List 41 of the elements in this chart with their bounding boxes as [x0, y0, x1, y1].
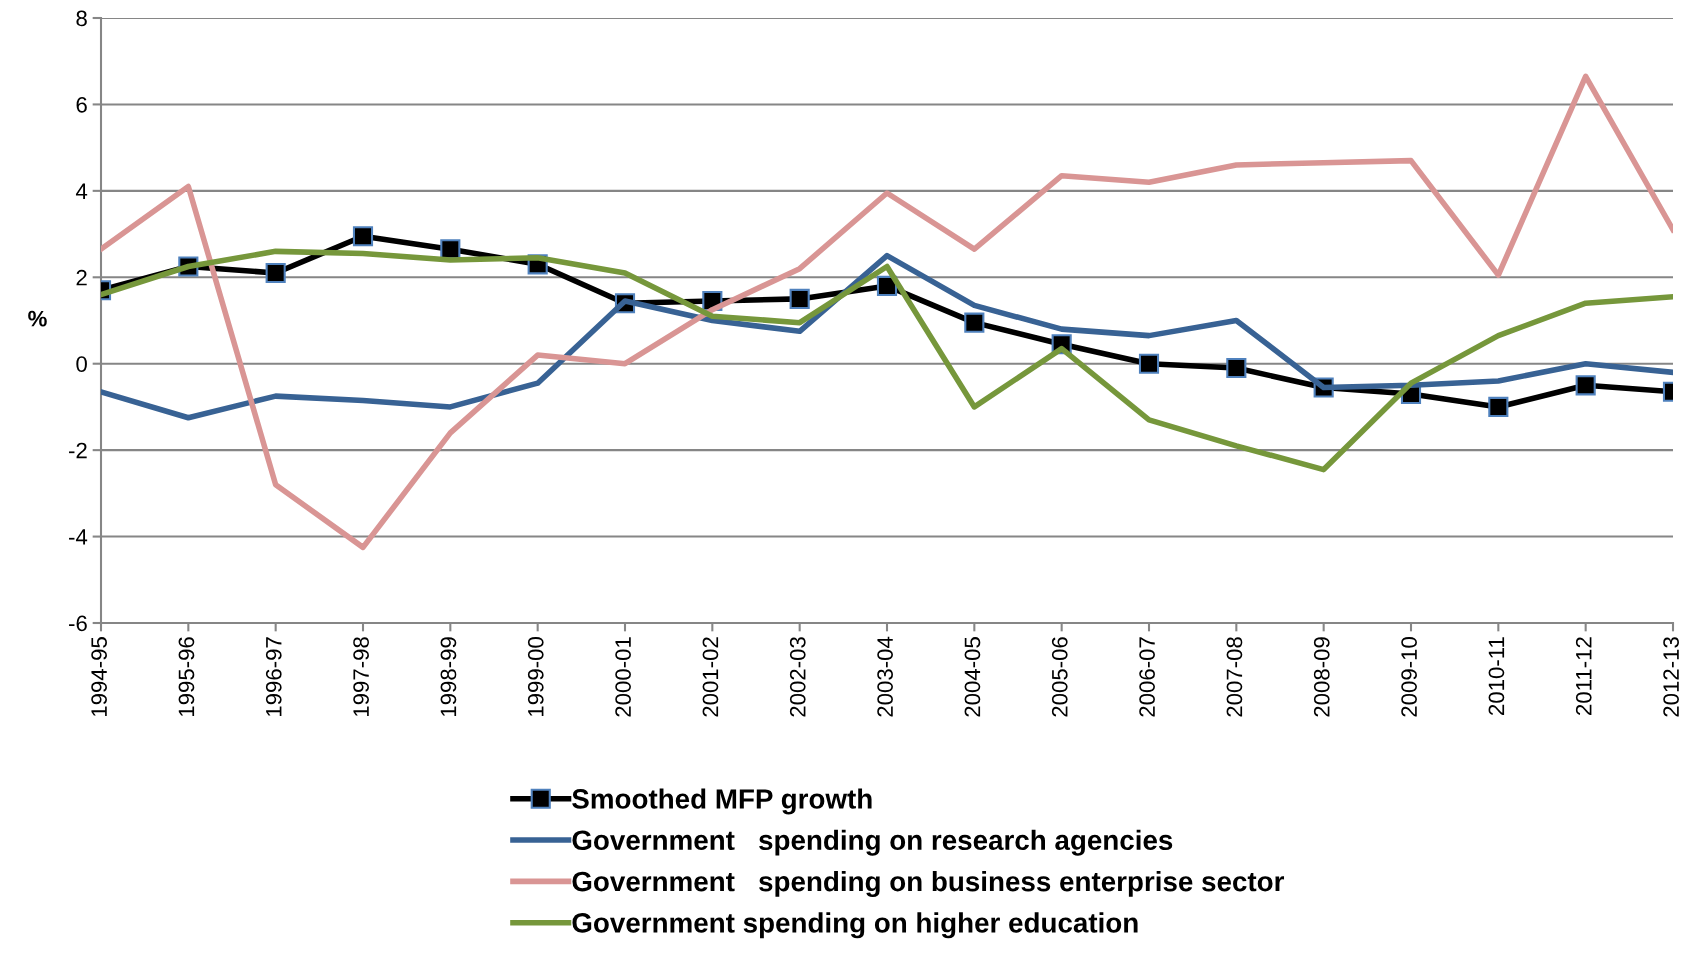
- x-tick-label: 2003-04: [877, 636, 893, 717]
- x-tick-label: 2009-10: [1401, 637, 1417, 717]
- x-tick-label: 2001-02: [702, 637, 719, 717]
- point: [964, 312, 985, 333]
- legend-label: Government spending on higher education: [572, 912, 1138, 939]
- x-tick-label: 2007-08: [1226, 637, 1243, 717]
- x-tick-label: 1997-98: [353, 637, 369, 717]
- y-tick-label: 0: [76, 356, 87, 372]
- point: [789, 288, 810, 309]
- legend-label: Government spending on research agencies: [572, 829, 1173, 856]
- point: [265, 262, 286, 284]
- x-tick-label: 2004-05: [964, 637, 981, 717]
- y-tick-label: 6: [76, 96, 87, 113]
- x-tick-label: 1998-99: [440, 637, 457, 717]
- x-tick-label: 1999-00: [527, 637, 544, 717]
- y-tick-label: 2: [76, 269, 87, 286]
- x-tick-label: 2008-09: [1313, 637, 1330, 717]
- legend-label: Smoothed MFP growth: [572, 788, 872, 815]
- x-tick-label: 1994-95: [91, 637, 107, 717]
- point: [1226, 357, 1247, 379]
- x-tick-label: 2002-03: [789, 637, 806, 717]
- x-tick-label: 2006-07: [1139, 637, 1155, 717]
- x-tick-label: 2000-01: [615, 637, 631, 717]
- x-tick-label: 2011-12: [1575, 637, 1592, 715]
- y-axis-title: %: [28, 310, 47, 327]
- point: [1488, 396, 1509, 417]
- y-tick-label: 8: [76, 10, 87, 27]
- point: [1138, 353, 1160, 374]
- legend-label: Government spending on business enterprise sector: [572, 870, 1285, 897]
- point: [440, 239, 461, 260]
- x-tick-label: 1995-96: [178, 637, 195, 717]
- x-tick-label: 2005-06: [1051, 637, 1068, 717]
- point: [352, 226, 374, 247]
- x-tick-label: 1996-97: [265, 637, 282, 717]
- x-tick-label: 2012-13: [1663, 637, 1679, 717]
- x-tick-label: 2010-11: [1488, 637, 1505, 715]
- point: [1575, 375, 1596, 396]
- y-tick-label: -2: [69, 442, 87, 459]
- y-tick-label: -4: [69, 529, 88, 545]
- y-tick-label: -6: [69, 615, 87, 632]
- y-tick-label: 4: [75, 183, 88, 199]
